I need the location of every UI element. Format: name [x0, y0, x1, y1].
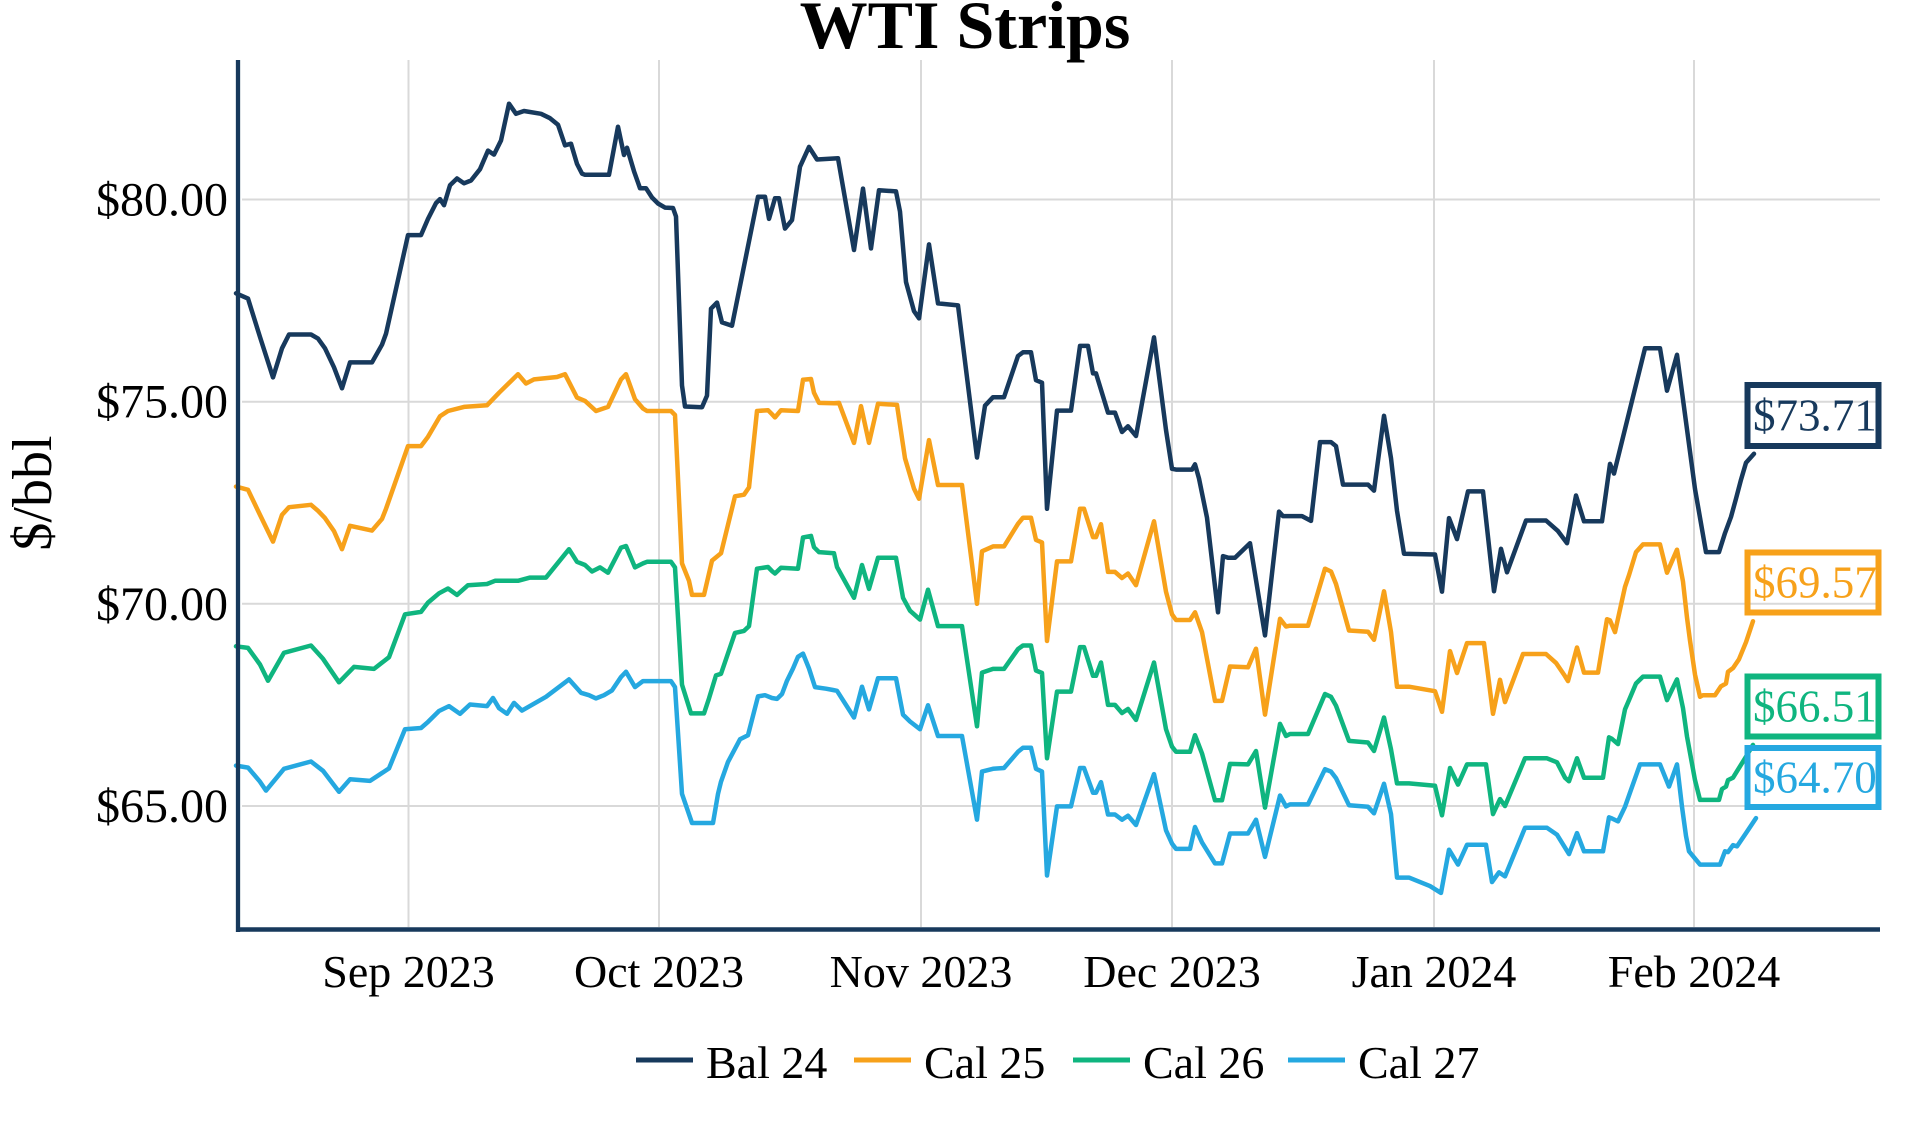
- svg-text:$/bbl: $/bbl: [2, 435, 64, 550]
- svg-text:$65.00: $65.00: [96, 780, 228, 833]
- svg-text:Oct 2023: Oct 2023: [574, 946, 744, 997]
- svg-text:Dec 2023: Dec 2023: [1083, 946, 1261, 997]
- svg-text:WTI Strips: WTI Strips: [800, 0, 1131, 63]
- svg-text:Feb 2024: Feb 2024: [1608, 946, 1781, 997]
- svg-text:Jan 2024: Jan 2024: [1352, 946, 1517, 997]
- svg-text:$66.51: $66.51: [1753, 682, 1877, 732]
- svg-text:$75.00: $75.00: [96, 376, 228, 429]
- svg-text:$64.70: $64.70: [1753, 753, 1877, 803]
- svg-text:$69.57: $69.57: [1753, 558, 1877, 608]
- svg-text:$73.71: $73.71: [1753, 391, 1877, 441]
- svg-text:Cal 26: Cal 26: [1143, 1037, 1264, 1088]
- svg-text:Nov 2023: Nov 2023: [830, 946, 1013, 997]
- svg-text:$80.00: $80.00: [96, 174, 228, 227]
- svg-text:$70.00: $70.00: [96, 578, 228, 631]
- svg-text:Sep 2023: Sep 2023: [322, 946, 495, 997]
- svg-text:Bal 24: Bal 24: [706, 1037, 827, 1088]
- svg-text:Cal 27: Cal 27: [1358, 1037, 1479, 1088]
- svg-text:Cal 25: Cal 25: [924, 1037, 1045, 1088]
